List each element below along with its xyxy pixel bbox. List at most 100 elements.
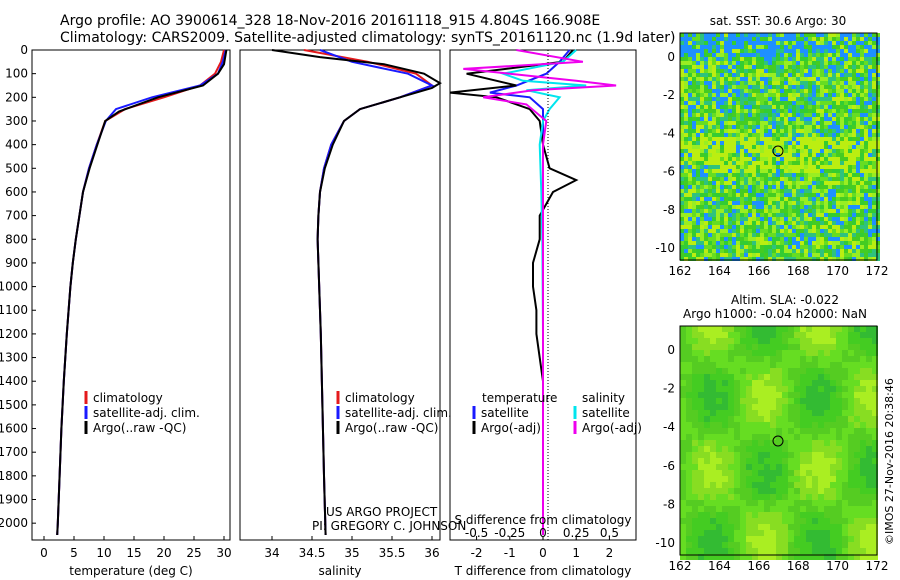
map-cell: [832, 141, 836, 145]
map-cell: [710, 356, 716, 362]
map-y-tick-label: -2: [663, 88, 675, 102]
map-cell: [818, 542, 824, 548]
map-cell: [796, 205, 800, 209]
map-cell: [756, 213, 760, 217]
map-cell: [816, 217, 820, 221]
map-cell: [710, 386, 716, 392]
map-cell: [684, 225, 688, 229]
map-cell: [824, 49, 828, 53]
map-cell: [756, 125, 760, 129]
map-cell: [740, 554, 746, 560]
map-cell: [860, 548, 866, 554]
map-cell: [828, 105, 832, 109]
map-cell: [868, 93, 872, 97]
x-tick-label-s: -0.5: [465, 526, 488, 540]
map-cell: [830, 500, 836, 506]
map-cell: [860, 464, 866, 470]
map-cell: [824, 125, 828, 129]
map-cell: [756, 65, 760, 69]
map-cell: [806, 410, 812, 416]
map-cell: [830, 464, 836, 470]
map-cell: [864, 241, 868, 245]
map-cell: [722, 350, 728, 356]
map-cell: [860, 189, 864, 193]
map-cell: [860, 113, 864, 117]
map-cell: [704, 386, 710, 392]
map-cell: [836, 536, 842, 542]
map-cell: [860, 73, 864, 77]
map-cell: [788, 482, 794, 488]
map-cell: [818, 362, 824, 368]
depth-tick-label: 600: [5, 185, 28, 199]
map-cell: [684, 221, 688, 225]
map-cell: [736, 201, 740, 205]
map-cell: [744, 253, 748, 257]
map-cell: [840, 133, 844, 137]
map-cell: [876, 85, 880, 89]
map-cell: [794, 338, 800, 344]
map-cell: [876, 205, 880, 209]
map-cell: [820, 221, 824, 225]
map-cell: [820, 225, 824, 229]
map-cell: [734, 536, 740, 542]
map-cell: [734, 494, 740, 500]
map-cell: [688, 37, 692, 41]
map-cell: [720, 193, 724, 197]
map-cell: [868, 249, 872, 253]
map-cell: [832, 97, 836, 101]
map-cell: [734, 476, 740, 482]
map-cell: [840, 65, 844, 69]
map-cell: [852, 245, 856, 249]
map-cell: [712, 57, 716, 61]
map-cell: [864, 245, 868, 249]
map-cell: [720, 253, 724, 257]
map-cell: [854, 332, 860, 338]
map-cell: [818, 434, 824, 440]
map-cell: [756, 121, 760, 125]
map-cell: [720, 153, 724, 157]
map-cell: [864, 61, 868, 65]
map-cell: [824, 145, 828, 149]
map-cell: [752, 249, 756, 253]
map-cell: [764, 464, 770, 470]
map-cell: [808, 229, 812, 233]
map-cell: [768, 209, 772, 213]
map-cell: [736, 121, 740, 125]
map-cell: [764, 197, 768, 201]
map-cell: [764, 416, 770, 422]
map-cell: [746, 488, 752, 494]
map-cell: [820, 105, 824, 109]
map-cell: [796, 257, 800, 261]
map-cell: [716, 81, 720, 85]
map-cell: [708, 177, 712, 181]
map-cell: [800, 482, 806, 488]
map-cell: [866, 380, 872, 386]
map-cell: [722, 452, 728, 458]
map-cell: [788, 121, 792, 125]
map-cell: [848, 488, 854, 494]
map-cell: [716, 452, 722, 458]
map-cell: [832, 181, 836, 185]
map-cell: [728, 73, 732, 77]
map-cell: [830, 422, 836, 428]
map-cell: [732, 185, 736, 189]
map-cell: [748, 57, 752, 61]
map-cell: [824, 149, 828, 153]
map-cell: [796, 105, 800, 109]
map-cell: [684, 33, 688, 37]
map-cell: [828, 221, 832, 225]
map-cell: [728, 105, 732, 109]
map-cell: [722, 374, 728, 380]
map-cell: [716, 422, 722, 428]
map-cell: [816, 145, 820, 149]
map-cell: [872, 374, 878, 380]
map-cell: [872, 89, 876, 93]
map-cell: [692, 113, 696, 117]
map-cell: [836, 173, 840, 177]
map-cell: [856, 121, 860, 125]
map-cell: [684, 209, 688, 213]
series-line: [449, 49, 579, 535]
map-cell: [840, 217, 844, 221]
map-cell: [740, 440, 746, 446]
map-cell: [848, 350, 854, 356]
